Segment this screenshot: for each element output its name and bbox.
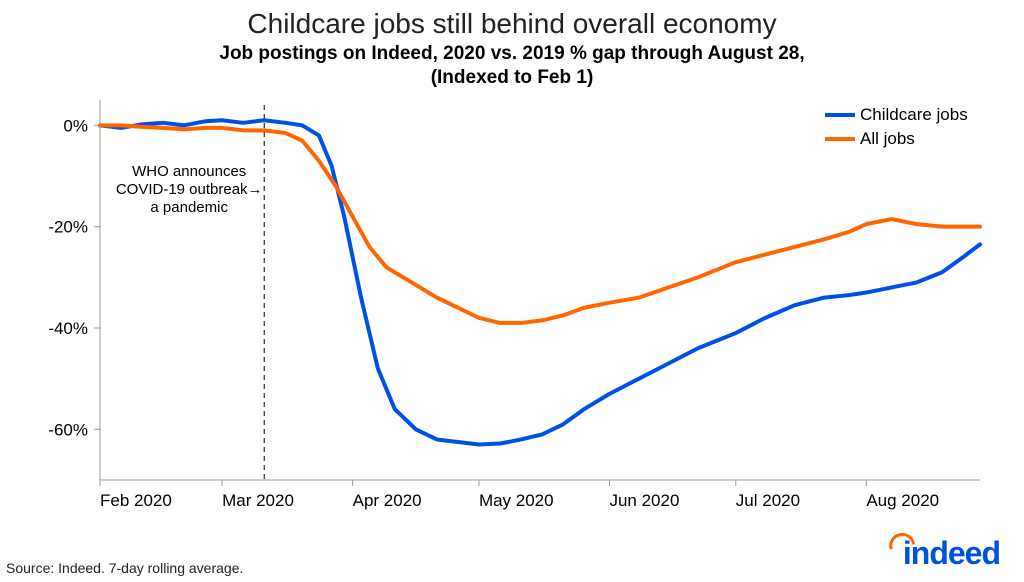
x-tick-label: Feb 2020 <box>100 491 172 510</box>
indeed-logo: indeed <box>903 535 1000 572</box>
source-caption: Source: Indeed. 7-day rolling average. <box>6 560 243 576</box>
x-tick-label: Jun 2020 <box>609 491 679 510</box>
x-tick-label: Aug 2020 <box>866 491 939 510</box>
subtitle-line2: (Indexed to Feb 1) <box>431 67 594 88</box>
chart-svg: 0% -20% -40% -60% Feb 2020 Mar 2020 Apr 2020 Ma… <box>30 90 990 520</box>
chart-area: 0% -20% -40% -60% Feb 2020 Mar 2020 Apr 2020 Ma… <box>30 90 990 520</box>
x-tick-label: Jul 2020 <box>736 491 800 510</box>
y-tick-label: -60% <box>48 420 88 439</box>
subtitle-line1: Job postings on Indeed, 2020 vs. 2019 % … <box>219 43 804 64</box>
x-tick-label: May 2020 <box>479 491 554 510</box>
y-tick-label: 0% <box>63 116 88 135</box>
x-tick-label: Mar 2020 <box>222 491 294 510</box>
x-tick-label: Apr 2020 <box>353 491 422 510</box>
indeed-logo-text: indeed <box>903 535 1000 571</box>
annotation-line2: COVID-19 outbreak→ <box>116 181 263 198</box>
y-tick-label: -20% <box>48 218 88 237</box>
legend-label: Childcare jobs <box>860 105 968 124</box>
y-tick-label: -40% <box>48 319 88 338</box>
annotation-line1: WHO announces <box>132 163 246 180</box>
chart-subtitle: Job postings on Indeed, 2020 vs. 2019 % … <box>0 42 1024 90</box>
legend-label: All jobs <box>860 129 915 148</box>
annotation-line3: a pandemic <box>150 199 228 216</box>
chart-title: Childcare jobs still behind overall econ… <box>0 0 1024 40</box>
